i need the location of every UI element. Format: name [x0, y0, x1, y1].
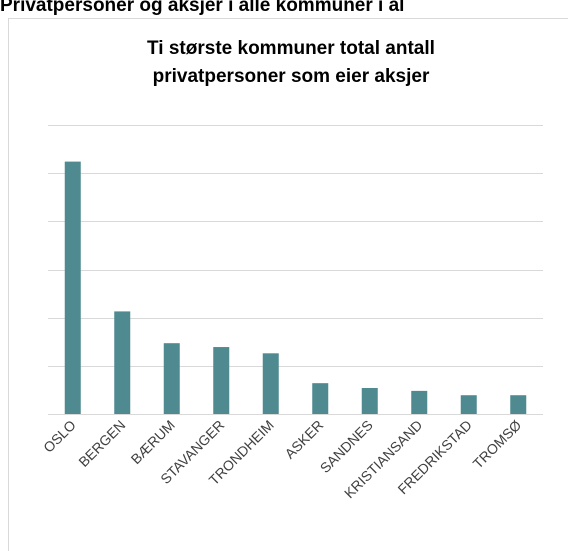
chart-title: Ti største kommuner total antall: [147, 38, 435, 59]
page-heading: Privatpersoner og aksjer i alle kommuner…: [0, 0, 404, 16]
bar: [510, 395, 527, 414]
bar: [64, 161, 81, 414]
bar: [213, 347, 230, 414]
chart-frame: [8, 18, 568, 551]
bar: [312, 383, 329, 414]
bar: [262, 353, 279, 414]
bar: [163, 343, 180, 414]
bar: [361, 387, 378, 414]
bar: [114, 311, 131, 414]
bar: [460, 395, 477, 414]
bar: [411, 390, 428, 414]
chart-title: privatpersoner som eier aksjer: [153, 66, 430, 87]
